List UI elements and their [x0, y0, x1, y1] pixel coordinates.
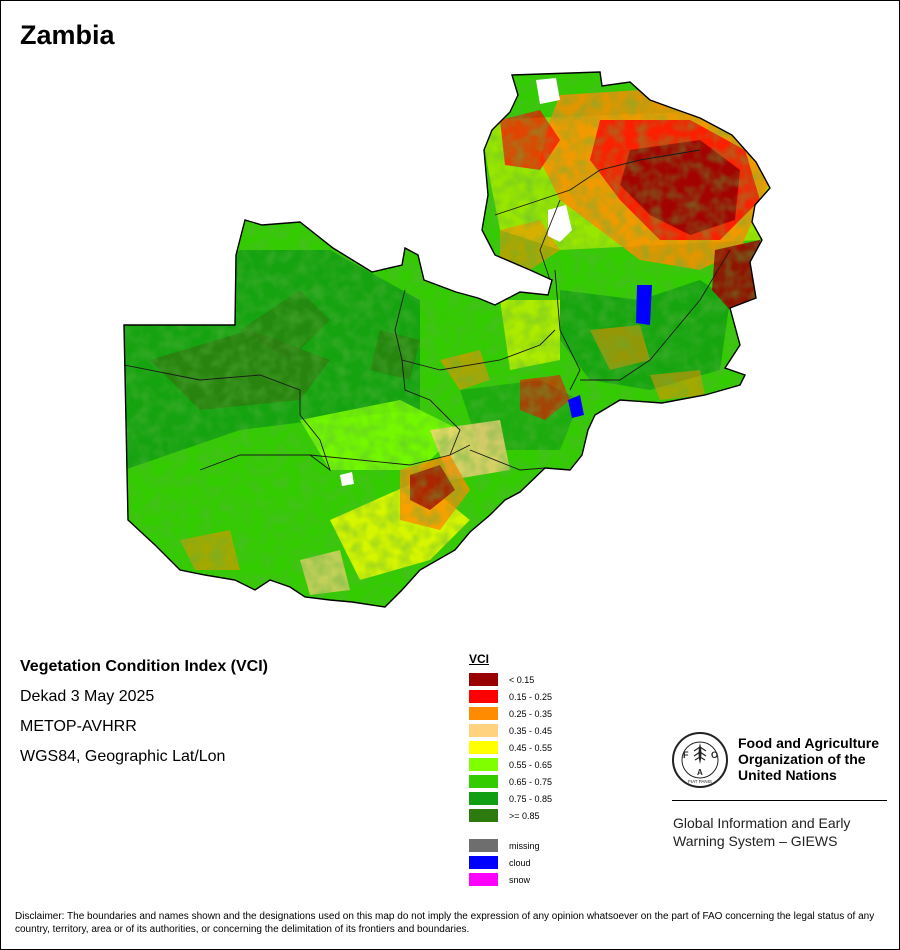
legend-special-row: missing	[469, 837, 552, 854]
fao-logo-f: F	[683, 750, 689, 760]
legend-class-label: 0.65 - 0.75	[509, 776, 553, 787]
province-boundaries	[123, 149, 731, 472]
legend-class-row: 0.75 - 0.85	[469, 790, 552, 807]
legend-class-swatch	[469, 724, 498, 737]
legend-special-swatch	[469, 873, 498, 886]
legend-special-swatch	[469, 839, 498, 852]
map-canvas	[123, 71, 771, 608]
legend-class-row: < 0.15	[469, 671, 552, 688]
legend-class-swatch	[469, 775, 498, 788]
projection-label: WGS84, Geographic Lat/Lon	[20, 748, 226, 765]
disclaimer-text: Disclaimer: The boundaries and names sho…	[15, 911, 875, 935]
fao-logo-a: A	[697, 768, 703, 777]
program-name: Global Information and Early Warning Sys…	[673, 815, 851, 849]
legend-special-row: snow	[469, 871, 552, 888]
legend-class-row: 0.55 - 0.65	[469, 756, 552, 773]
legend-class-row: 0.65 - 0.75	[469, 773, 552, 790]
legend-class-row: 0.45 - 0.55	[469, 739, 552, 756]
period-label: Dekad 3 May 2025	[20, 688, 155, 705]
legend-class-swatch	[469, 673, 498, 686]
legend-class-label: 0.15 - 0.25	[509, 691, 553, 702]
fao-logo-o: O	[711, 750, 718, 760]
legend-class-swatch	[469, 809, 498, 822]
legend-class-swatch	[469, 707, 498, 720]
organization-name: Food and Agriculture Organization of the…	[738, 735, 880, 783]
cloud-area-lake	[636, 285, 652, 325]
legend-class-label: 0.35 - 0.45	[509, 725, 553, 736]
legend-title: VCI	[469, 652, 490, 666]
legend-class-label: 0.45 - 0.55	[509, 742, 553, 753]
legend-special-label: snow	[509, 874, 531, 885]
legend-class-swatch	[469, 690, 498, 703]
legend-class-row: 0.35 - 0.45	[469, 722, 552, 739]
fao-logo-motto: FIAT PANIS	[688, 779, 712, 784]
legend-class-row: 0.25 - 0.35	[469, 705, 552, 722]
legend-class-row: 0.15 - 0.25	[469, 688, 552, 705]
cloud-area-small	[568, 395, 584, 418]
legend-class-label: < 0.15	[509, 674, 535, 685]
legend-class-swatch	[469, 741, 498, 754]
legend-special-row: cloud	[469, 854, 552, 871]
legend-class-label: 0.25 - 0.35	[509, 708, 553, 719]
legend-class-swatch	[469, 792, 498, 805]
legend-class-label: >= 0.85	[509, 810, 540, 821]
vci-legend: VCI < 0.15 0.15 - 0.25 0.25 - 0.35 0.35 - 0…	[469, 652, 552, 888]
organization-divider	[672, 800, 887, 801]
fao-logo: F O A FIAT PANIS	[672, 732, 728, 788]
legend-class-row: >= 0.85	[469, 807, 552, 824]
map-title: Zambia	[20, 20, 115, 50]
legend-special-label: cloud	[509, 857, 531, 868]
legend-class-swatch	[469, 758, 498, 771]
legend-class-label: 0.75 - 0.85	[509, 793, 553, 804]
sensor-label: METOP-AVHRR	[20, 718, 137, 735]
map-info: Vegetation Condition Index (VCI) Dekad 3…	[20, 657, 268, 777]
legend-special-swatch	[469, 856, 498, 869]
legend-special-label: missing	[509, 840, 540, 851]
product-title: Vegetation Condition Index (VCI)	[20, 658, 268, 675]
missing-area-north	[536, 78, 560, 104]
legend-class-label: 0.55 - 0.65	[509, 759, 553, 770]
